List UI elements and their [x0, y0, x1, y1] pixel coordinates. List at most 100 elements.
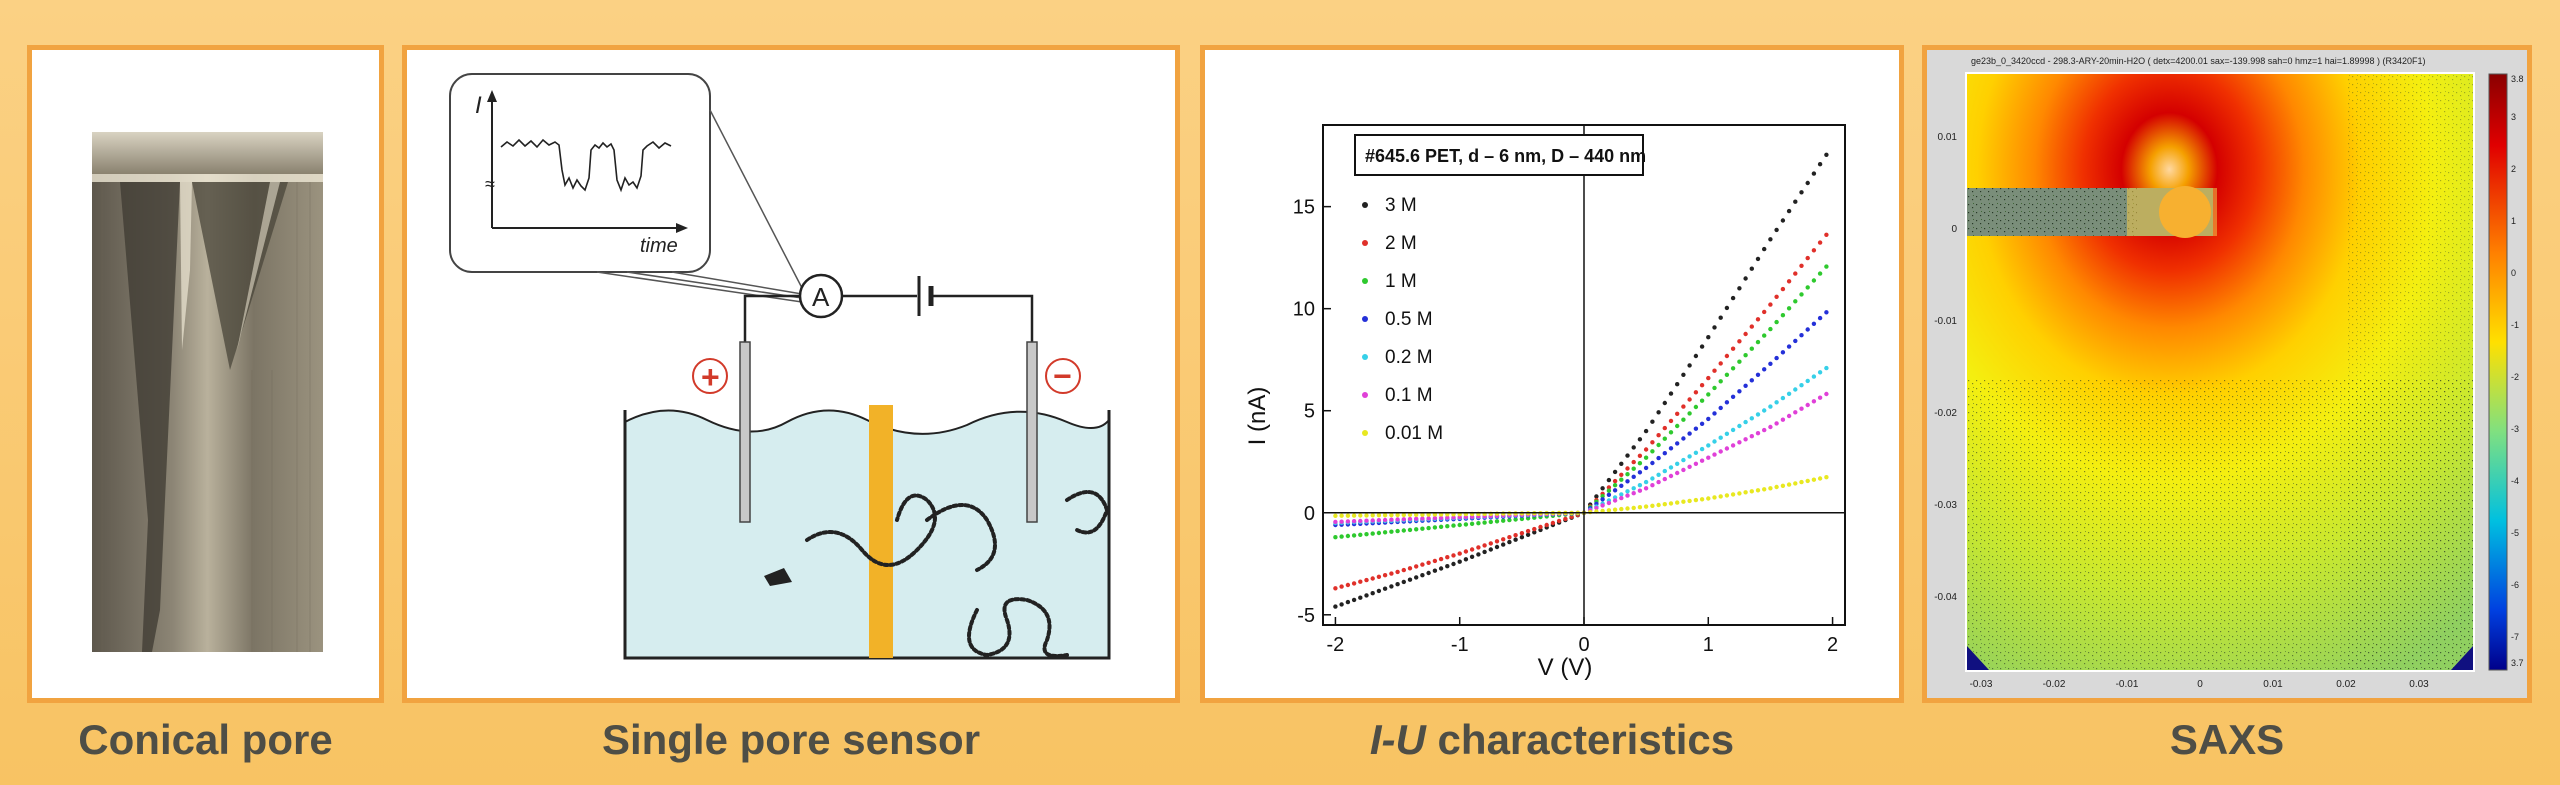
data-point [1656, 410, 1661, 415]
current-trace [500, 138, 672, 193]
data-point [1339, 602, 1344, 607]
data-point [1724, 372, 1730, 377]
data-point [1376, 513, 1382, 518]
saxs-y-tick-label: -0.01 [1934, 316, 1957, 327]
data-point [1612, 483, 1618, 488]
data-point [1793, 410, 1798, 415]
data-point [1463, 522, 1469, 527]
data-point [1643, 465, 1649, 471]
data-point [1724, 400, 1730, 405]
data-point [1370, 513, 1375, 518]
data-point [1718, 494, 1723, 499]
colorbar-tick-label: 2 [2511, 164, 2516, 174]
data-point [1805, 327, 1810, 332]
series-0.01-m [1333, 475, 1829, 518]
legend-label: 1 M [1385, 271, 1417, 292]
data-point [1737, 339, 1742, 344]
data-point [1650, 449, 1655, 454]
data-point [1451, 515, 1456, 520]
data-point [1706, 375, 1711, 381]
data-point [1469, 554, 1475, 559]
data-point [1737, 491, 1742, 496]
data-point [1712, 411, 1717, 416]
data-point [1668, 465, 1674, 470]
data-point [1699, 458, 1705, 463]
data-point [1364, 593, 1369, 598]
data-point [1631, 474, 1636, 479]
data-point [1643, 504, 1649, 509]
data-point [1643, 428, 1649, 434]
data-point [1805, 255, 1810, 261]
data-point [1395, 569, 1400, 575]
data-point [1438, 524, 1444, 529]
data-point [1699, 421, 1705, 426]
data-point [1668, 391, 1674, 396]
data-point [1712, 495, 1717, 500]
data-point [1662, 451, 1667, 456]
svg-text:≈: ≈ [485, 174, 495, 194]
data-point [1619, 492, 1624, 497]
data-point [1730, 427, 1736, 433]
data-point [1724, 305, 1730, 311]
data-point [1563, 516, 1568, 522]
data-point [1656, 455, 1661, 461]
data-point [1817, 162, 1823, 167]
data-point [1768, 237, 1773, 242]
data-point [1793, 338, 1798, 344]
data-point [1774, 400, 1779, 405]
colorbar-tick-label: -3 [2511, 424, 2519, 434]
data-point [1637, 488, 1643, 493]
data-point [1693, 404, 1699, 410]
data-point [1507, 539, 1512, 545]
data-point [1755, 431, 1761, 436]
data-point [1619, 461, 1624, 466]
data-point [1382, 573, 1388, 578]
x-axis-label: V (V) [1538, 654, 1593, 681]
data-point [1712, 452, 1717, 457]
data-point [1345, 599, 1351, 605]
data-point [1699, 383, 1705, 388]
data-point [1656, 442, 1661, 448]
data-point [1805, 285, 1810, 290]
data-point [1432, 558, 1438, 564]
data-point [1743, 419, 1748, 425]
data-point [1724, 446, 1730, 451]
data-point [1817, 395, 1823, 400]
data-point [1662, 476, 1667, 482]
data-point [1737, 286, 1742, 291]
data-point [1724, 431, 1730, 436]
data-point [1544, 522, 1549, 528]
data-point [1743, 276, 1748, 281]
data-point [1768, 326, 1773, 332]
saxs-detector-image: ge23b_0_3420ccd - 298.3-ARY-20min-H2O ( … [1934, 56, 2523, 690]
data-point [1625, 472, 1630, 477]
data-point [1780, 395, 1786, 401]
data-point [1681, 499, 1686, 504]
data-point [1370, 518, 1375, 523]
data-point [1476, 552, 1481, 557]
data-point [1749, 434, 1754, 439]
data-point [1501, 537, 1506, 542]
data-point [1656, 472, 1661, 477]
data-point [1501, 518, 1506, 523]
data-point [1382, 513, 1388, 518]
data-point [1637, 437, 1643, 442]
legend-label: 0.5 M [1385, 309, 1433, 330]
data-point [1612, 469, 1618, 475]
data-point [1445, 564, 1450, 569]
data-point [1650, 503, 1655, 508]
data-point [1370, 576, 1375, 581]
data-point [1755, 339, 1761, 345]
data-point [1712, 439, 1717, 444]
data-point [1687, 411, 1692, 416]
data-point [1681, 436, 1686, 441]
colorbar-tick-label: -7 [2511, 632, 2519, 642]
data-point [1401, 579, 1406, 585]
data-point [1612, 478, 1618, 484]
data-point [1811, 248, 1817, 253]
data-point [1414, 512, 1419, 517]
data-point [1358, 579, 1363, 584]
data-point [1693, 390, 1699, 395]
data-point [1407, 527, 1413, 533]
data-point [1364, 513, 1369, 518]
